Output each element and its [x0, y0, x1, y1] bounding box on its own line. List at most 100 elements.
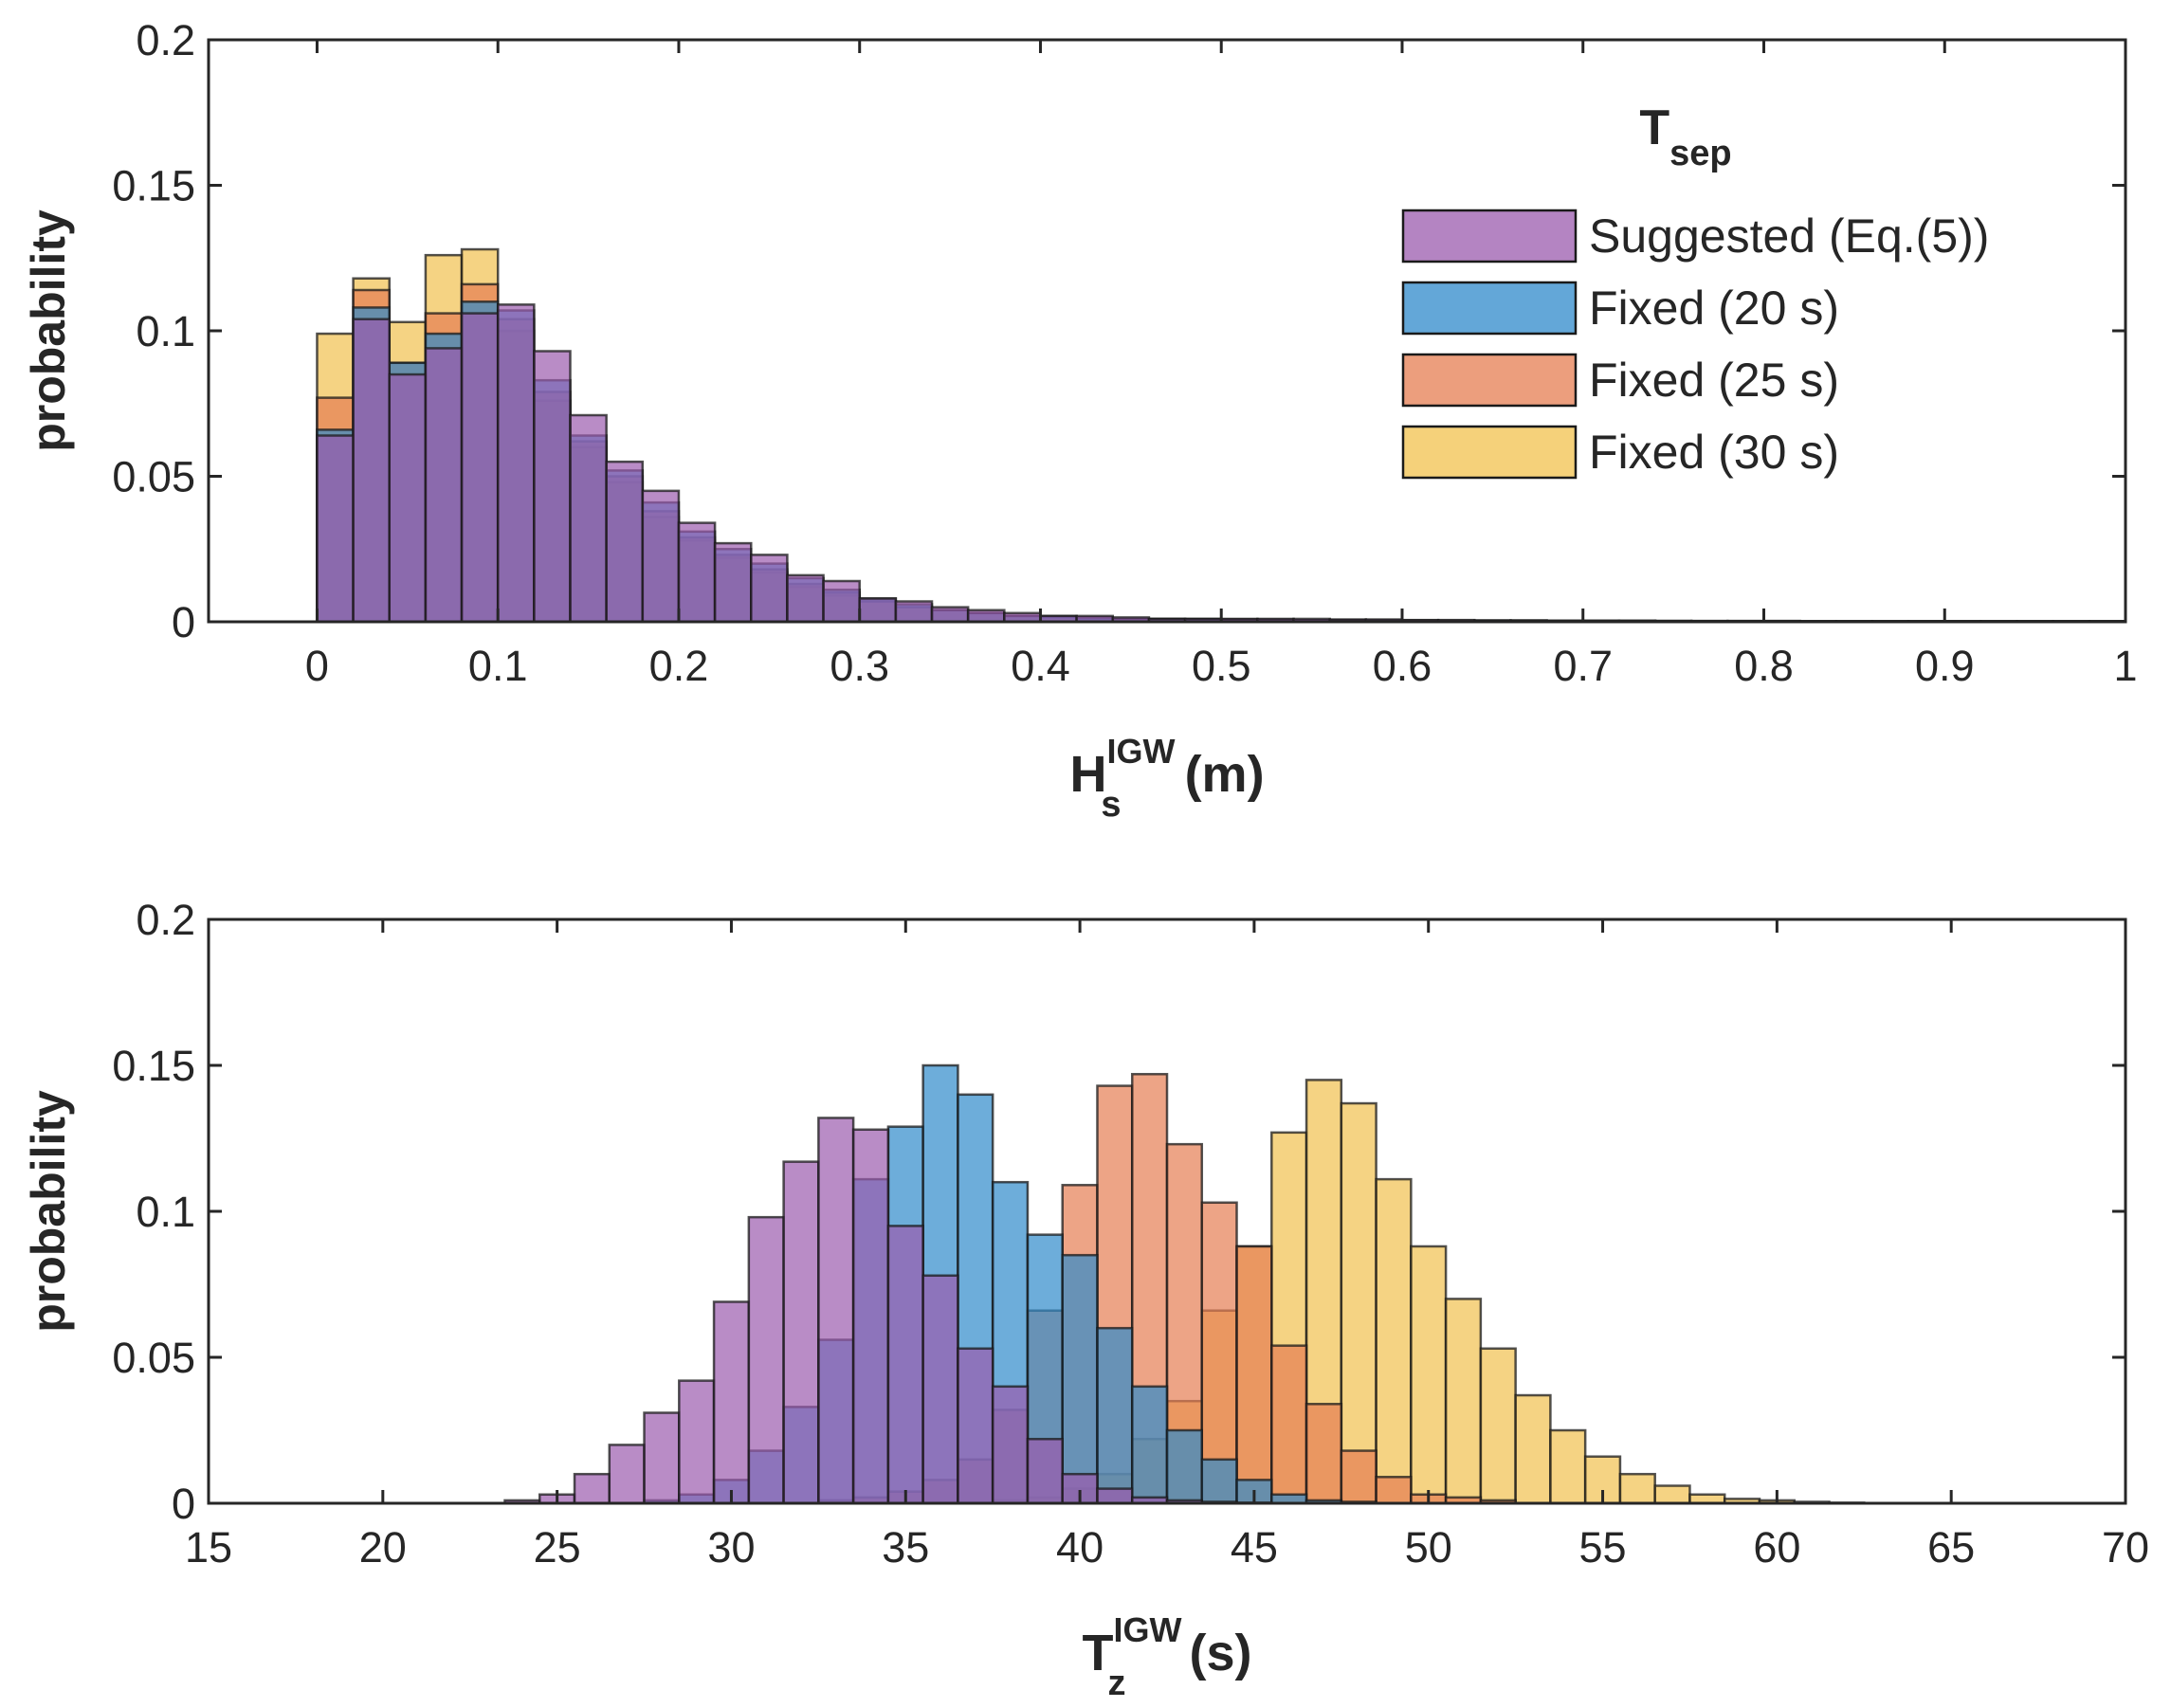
- histogram-bar: [1061, 1253, 1099, 1505]
- histogram-bar: [1618, 1472, 1656, 1505]
- histogram-bar: [1410, 1245, 1448, 1505]
- y-tick-label: 0.05: [112, 453, 195, 501]
- histogram-bar: [533, 350, 572, 624]
- histogram-bar: [1653, 1484, 1691, 1505]
- histogram-bar: [496, 303, 536, 624]
- histogram-bar: [822, 579, 861, 624]
- x-tick-label: 0: [305, 642, 329, 690]
- histogram-bar: [1444, 1298, 1483, 1505]
- histogram-bar: [1165, 1428, 1204, 1505]
- x-tick-label: 45: [1231, 1523, 1278, 1572]
- x-tick-label: 40: [1056, 1523, 1104, 1572]
- y-axis-label-tz: probability: [22, 1090, 75, 1333]
- histogram-bar: [851, 1128, 890, 1505]
- histogram-bar: [1096, 1326, 1134, 1505]
- histogram-bar: [786, 573, 825, 624]
- histogram-bar: [1200, 1201, 1238, 1505]
- histogram-bar: [388, 372, 428, 624]
- histogram-bar: [352, 318, 392, 624]
- legend-title: Tsep: [1639, 100, 1731, 173]
- x-axis-label-tz: TIGW z (s): [1083, 1610, 1252, 1703]
- histogram-bar: [573, 1472, 611, 1505]
- x-tick-label: 0.1: [468, 642, 528, 690]
- histogram-bar: [712, 1300, 751, 1505]
- histogram-bar: [1026, 1437, 1064, 1505]
- histogram-bar: [750, 554, 789, 624]
- x-tick-label: 25: [534, 1523, 581, 1572]
- x-tick-label: 50: [1405, 1523, 1452, 1572]
- x-tick-label: 60: [1753, 1523, 1800, 1572]
- y-ticks-hs: 0 0.05 0.1 0.15 0.2: [112, 16, 2125, 646]
- histogram-bar: [894, 600, 934, 624]
- legend-label: Fixed (30 s): [1589, 426, 1839, 479]
- x-ticks-hs: 0 0.1 0.2 0.3 0.4 0.5 0.6 0.7 0.8 0.9 1: [305, 40, 2138, 690]
- histogram-bar: [460, 312, 500, 624]
- x-ticks-tz: 15 20 25 30 35 40 45 50 55 60 65 70: [185, 919, 2149, 1572]
- legend-swatch: [1401, 425, 1578, 480]
- histogram-bar: [605, 460, 645, 624]
- x-tick-label: 55: [1579, 1523, 1627, 1572]
- y-axis-label-hs: probability: [22, 209, 75, 452]
- histogram-bar: [1130, 1385, 1169, 1505]
- x-tick-label: 0.3: [830, 642, 889, 690]
- x-tick-label: 35: [882, 1523, 929, 1572]
- legend-label: Fixed (25 s): [1589, 354, 1839, 407]
- histogram-bar: [1479, 1347, 1517, 1505]
- histogram-bar: [1235, 1245, 1273, 1505]
- y-tick-label: 0.2: [136, 896, 195, 944]
- histogram-bar: [930, 606, 970, 624]
- histogram-bar: [1340, 1449, 1377, 1505]
- histogram-bar: [1375, 1177, 1413, 1505]
- y-tick-label: 0.15: [112, 162, 195, 210]
- x-tick-label: 0.4: [1011, 642, 1070, 690]
- x-tick-label: 0.5: [1192, 642, 1251, 690]
- x-axis-label-hs: HIGW s (m): [1069, 732, 1264, 825]
- histogram-bar: [569, 413, 608, 624]
- x-tick-label: 65: [1927, 1523, 1975, 1572]
- x-tick-label: 15: [185, 1523, 232, 1572]
- x-tick-label: 0.8: [1734, 642, 1794, 690]
- legend-swatch: [1401, 209, 1578, 263]
- histogram-bar: [677, 521, 717, 624]
- legend: Tsep Suggested (Eq.(5)) Fixed (20 s) Fixed…: [1401, 100, 1989, 480]
- legend-entries: Suggested (Eq.(5)) Fixed (20 s) Fixed (25 …: [1401, 209, 1989, 480]
- histogram-bar: [1304, 1403, 1343, 1505]
- x-tick-label: 0.9: [1915, 642, 1975, 690]
- y-tick-label: 0.2: [136, 16, 195, 64]
- legend-swatch: [1401, 281, 1578, 336]
- histogram-bar: [641, 489, 681, 624]
- x-tick-label: 70: [2102, 1523, 2149, 1572]
- histogram-bar: [957, 1347, 994, 1505]
- histogram-bar: [1549, 1428, 1587, 1505]
- histogram-bar: [991, 1385, 1030, 1505]
- y-tick-label: 0.1: [136, 1188, 195, 1236]
- bars-tz: [503, 1063, 1866, 1505]
- y-ticks-tz: 0 0.05 0.1 0.15 0.2: [112, 896, 2125, 1528]
- y-tick-label: 0.05: [112, 1334, 195, 1382]
- x-tick-label: 1: [2113, 642, 2137, 690]
- histogram-bar: [1270, 1344, 1308, 1505]
- x-tick-label: 20: [359, 1523, 407, 1572]
- x-tick-label: 0.7: [1553, 642, 1613, 690]
- histogram-bar: [1340, 1101, 1377, 1505]
- legend-label: Fixed (20 s): [1589, 282, 1839, 335]
- histogram-bar: [966, 609, 1006, 624]
- y-tick-label: 0: [172, 598, 195, 646]
- histogram-bar: [858, 597, 898, 624]
- histogram-bar: [1514, 1393, 1552, 1505]
- y-tick-label: 0.1: [136, 307, 195, 355]
- histogram-bar: [424, 347, 464, 624]
- histogram-bar: [1375, 1476, 1413, 1505]
- histogram-bar: [886, 1225, 924, 1505]
- histogram-bar: [608, 1444, 646, 1505]
- histogram-bar: [782, 1160, 820, 1505]
- histogram-panel-tz: 15 20 25 30 35 40 45 50 55 60 65 70 0 0.05 0.1 0.15 0.2…: [22, 896, 2149, 1703]
- histogram-bar: [643, 1411, 681, 1505]
- x-tick-label: 0.6: [1373, 642, 1432, 690]
- legend-swatch: [1401, 353, 1578, 408]
- histogram-bar: [921, 1274, 959, 1505]
- histogram-bar: [747, 1215, 785, 1505]
- x-tick-label: 30: [707, 1523, 755, 1572]
- histogram-panel-hs: 0 0.1 0.2 0.3 0.4 0.5 0.6 0.7 0.8 0.9 1 0 0.05 0.1 0.…: [22, 16, 2138, 825]
